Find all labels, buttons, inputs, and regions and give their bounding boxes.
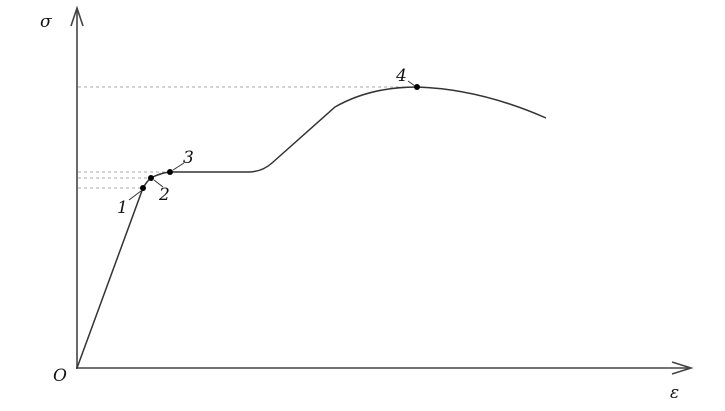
leader-4 [407, 80, 416, 87]
y-axis-label: σ [40, 12, 52, 32]
x-axis-label: ε [670, 383, 679, 403]
point-2-label: 2 [158, 185, 170, 205]
point-1 [140, 185, 146, 191]
origin-label: O [53, 366, 67, 386]
point-2 [148, 175, 154, 181]
x-axis-arrow [671, 361, 694, 375]
point-3 [167, 169, 173, 175]
stress-strain-curve [76, 86, 547, 369]
point-3-label: 3 [183, 148, 194, 168]
point-1-label: 1 [117, 198, 128, 218]
leader-3 [172, 162, 185, 171]
point-4-label: 4 [395, 66, 407, 86]
leader-1 [128, 190, 142, 201]
point-4 [414, 84, 420, 90]
y-axis-arrow [70, 5, 84, 27]
leader-2 [153, 179, 164, 188]
